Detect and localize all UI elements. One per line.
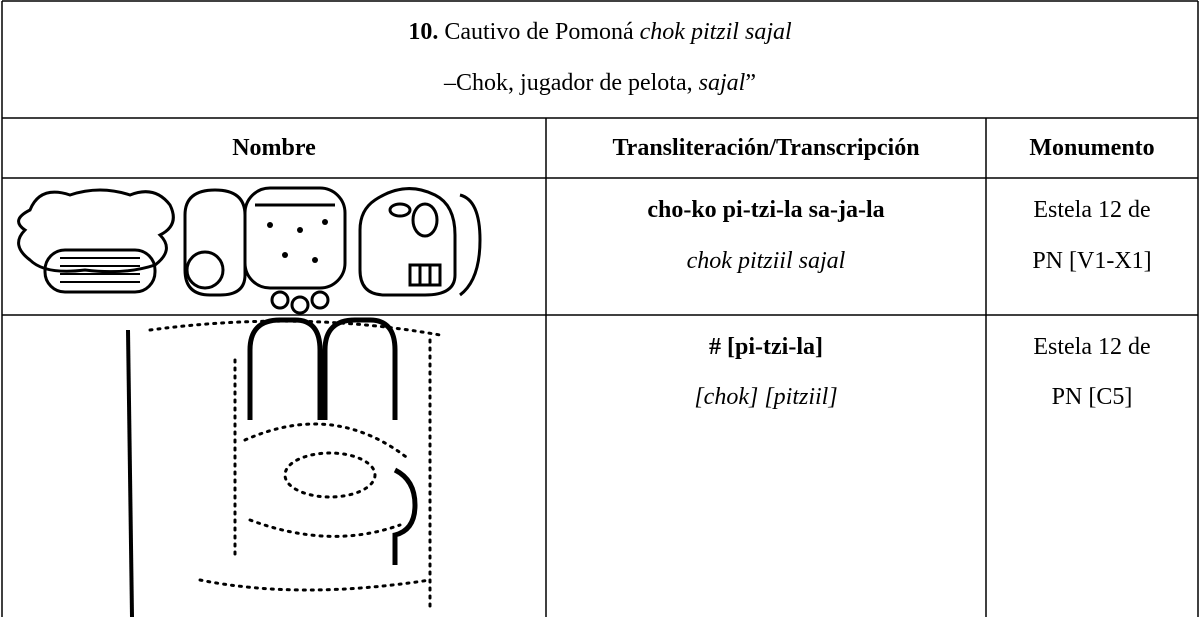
glyph-block-2 xyxy=(126,317,442,617)
transliteration: # [pi-tzi-la] xyxy=(709,334,823,360)
transcription: chok pitziil sajal xyxy=(686,248,846,274)
subtitle-italic: sajal xyxy=(698,70,746,96)
title-italic: chok pitzil sajal xyxy=(639,19,792,45)
title: Cautivo de Pomoná xyxy=(444,19,640,45)
glyph-block-1 xyxy=(17,186,482,315)
subtitle-end: ” xyxy=(745,70,756,96)
column-header: Nombre xyxy=(232,135,316,161)
column-header: Transliteración/Transcripción xyxy=(612,135,920,161)
monument: Estela 12 de xyxy=(1033,197,1151,223)
monument: PN [V1-X1] xyxy=(1032,248,1152,274)
subtitle-line: –Chok, jugador de pelota, sajal” xyxy=(2,68,1198,98)
transliteration: cho-ko pi-tzi-la sa-ja-la xyxy=(647,197,885,223)
column-header: Monumento xyxy=(1029,135,1155,161)
transcription: [chok] [pitziil] xyxy=(694,384,838,410)
subtitle: –Chok, jugador de pelota, xyxy=(444,70,699,96)
monument: Estela 12 de xyxy=(1033,334,1151,360)
title-line: 10. Cautivo de Pomoná chok pitzil sajal xyxy=(2,17,1198,47)
monument: PN [C5] xyxy=(1051,384,1133,410)
item-number: 10. xyxy=(408,19,439,45)
